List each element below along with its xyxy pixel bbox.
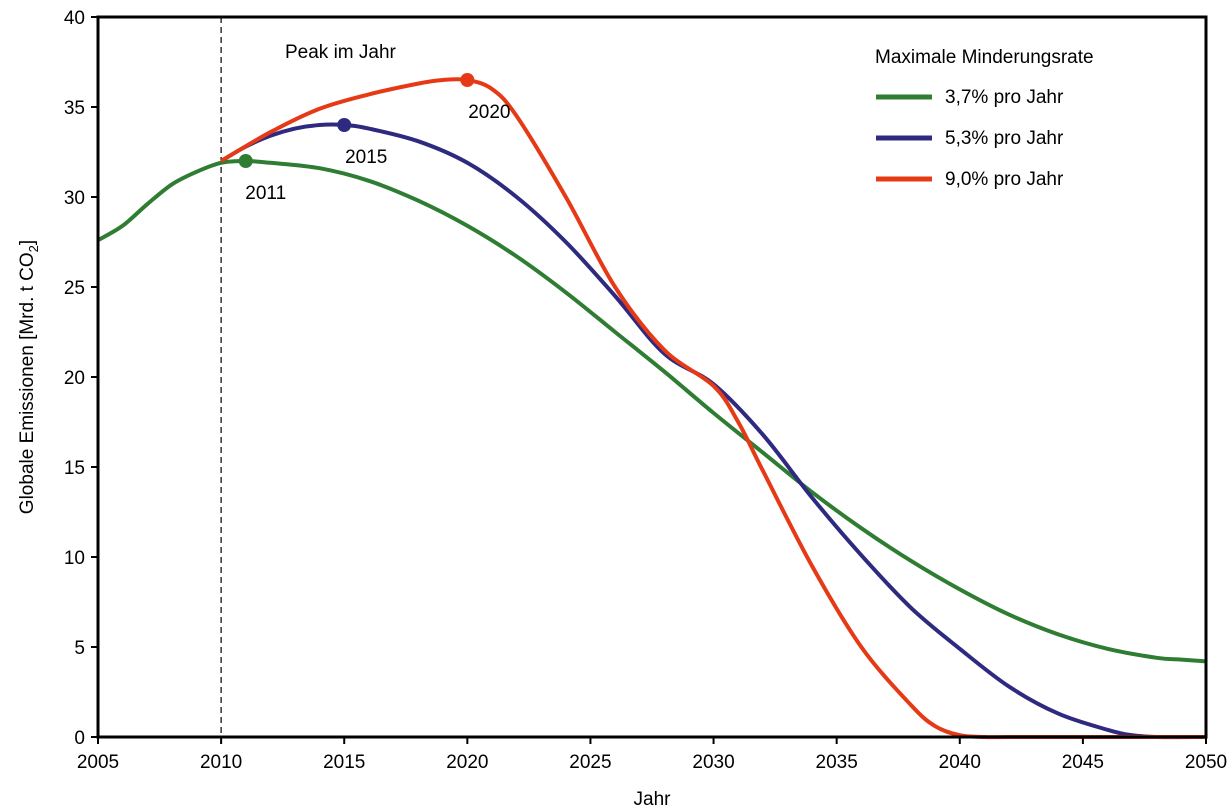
x-tick-label-2045: 2045: [1062, 752, 1104, 773]
peak-marker-2015: [337, 118, 352, 132]
peak-marker-2020: [460, 73, 475, 87]
legend-item-label-2: 5,3% pro Jahr: [945, 128, 1064, 149]
y-tick-label-10: 10: [64, 548, 85, 569]
y-tick-label-35: 35: [64, 98, 85, 119]
series-line-2: [220, 122, 1207, 740]
x-tick-label-2010: 2010: [200, 752, 242, 773]
peak-label-2015: 2015: [345, 147, 387, 168]
x-tick-label-2015: 2015: [323, 752, 365, 773]
y-tick-label-20: 20: [64, 368, 85, 389]
annotation-peak-im-jahr: Peak im Jahr: [285, 42, 397, 63]
x-tick-label-2020: 2020: [446, 752, 488, 773]
x-tick-label-2040: 2040: [939, 752, 981, 773]
y-tick-label-30: 30: [64, 188, 85, 209]
x-tick-label-2005: 2005: [77, 752, 119, 773]
x-tick-label-2030: 2030: [692, 752, 734, 773]
legend: Maximale Minderungsrate 3,7% pro Jahr 5,3…: [875, 47, 1094, 190]
series-line-1: [96, 159, 1207, 664]
peak-label-2011: 2011: [245, 183, 286, 204]
x-tick-label-2050: 2050: [1185, 752, 1227, 773]
y-axis-ticks: 0 5 10 15 20 25 30 35 40: [64, 8, 98, 749]
y-tick-label-5: 5: [74, 638, 85, 659]
legend-item-label-1: 3,7% pro Jahr: [945, 87, 1064, 108]
peak-label-2020: 2020: [468, 102, 510, 123]
y-tick-label-15: 15: [64, 458, 85, 479]
y-tick-label-25: 25: [64, 278, 85, 299]
legend-item-label-3: 9,0% pro Jahr: [945, 169, 1064, 190]
x-tick-label-2035: 2035: [816, 752, 858, 773]
x-axis-label: Jahr: [634, 789, 672, 810]
peak-marker-2011: [238, 154, 253, 168]
y-axis-label: Globale Emissionen [Mrd. t CO2]: [17, 240, 41, 514]
x-axis-ticks: 2005 2010 2015 2020 2025 2030 2035 2040 2045 2050: [77, 737, 1227, 773]
legend-title: Maximale Minderungsrate: [875, 47, 1094, 68]
y-axis-label-main: Globale Emissionen [Mrd. t CO: [17, 252, 38, 514]
x-tick-label-2025: 2025: [569, 752, 611, 773]
y-tick-label-0: 0: [74, 728, 85, 749]
y-axis-label-end: ]: [17, 240, 38, 245]
y-tick-label-40: 40: [64, 8, 85, 29]
peak-markers: 2011 2015 2020: [238, 73, 510, 204]
y-axis-label-subscript: 2: [26, 245, 41, 252]
